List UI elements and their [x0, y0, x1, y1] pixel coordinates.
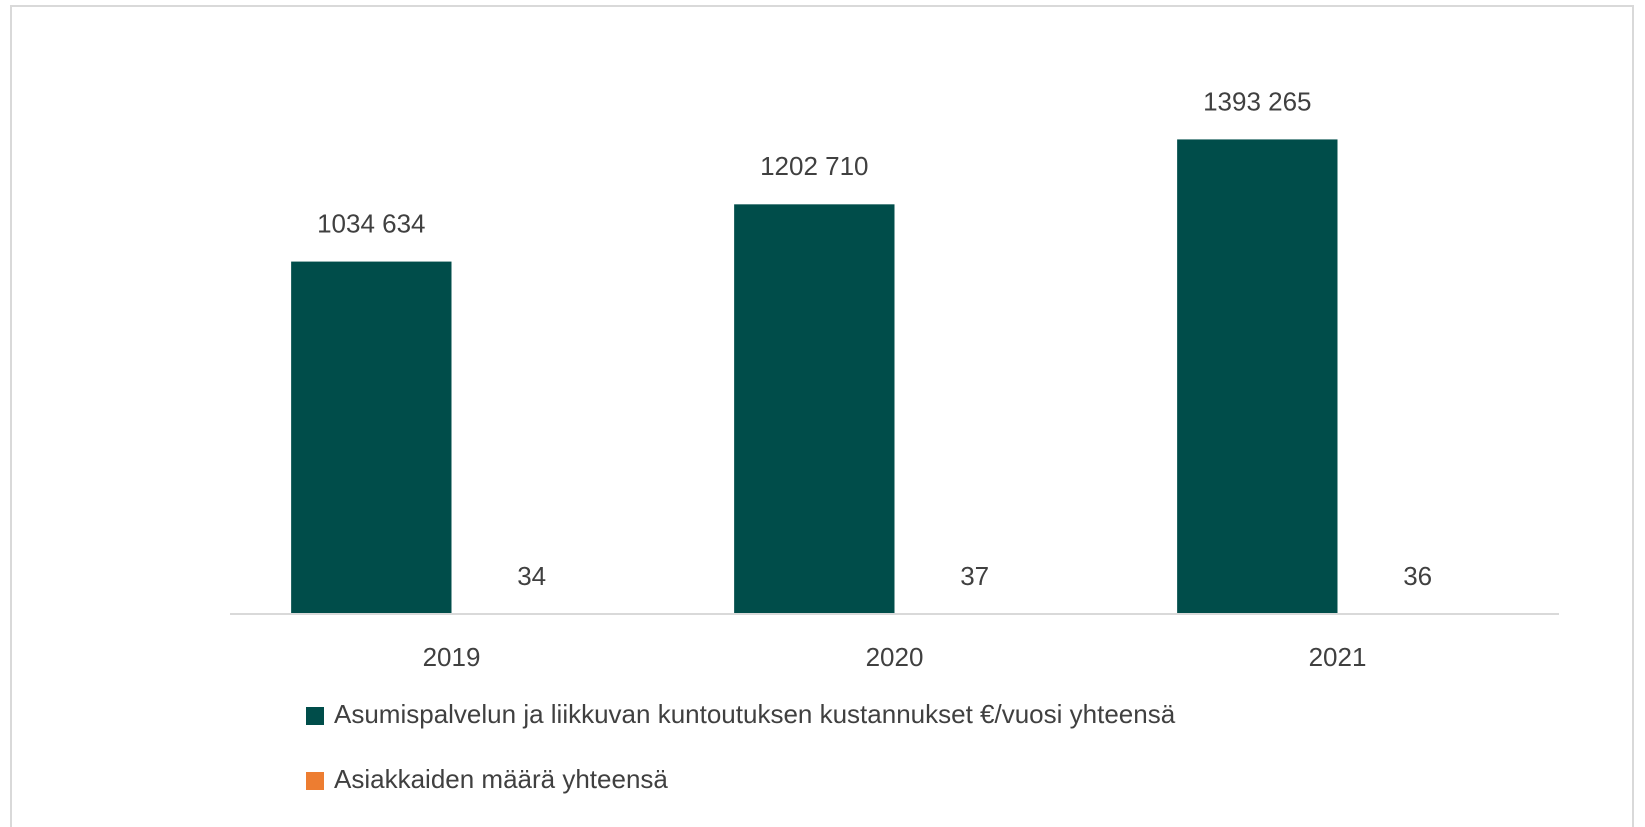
- bar: [1177, 139, 1338, 614]
- data-label: 1393 265: [1203, 86, 1311, 116]
- data-label: 37: [960, 561, 989, 591]
- data-label: 1034 634: [317, 208, 425, 238]
- legend-swatch: [306, 772, 324, 790]
- data-label: 36: [1403, 561, 1432, 591]
- legend-label: Asumispalvelun ja liikkuvan kuntoutuksen…: [334, 699, 1176, 729]
- chart-frame: [10, 5, 1634, 827]
- data-label: 1202 710: [760, 151, 868, 181]
- x-tick-label: 2020: [866, 642, 924, 672]
- bar: [291, 261, 452, 614]
- x-tick-label: 2021: [1309, 642, 1367, 672]
- legend-swatch: [306, 707, 324, 725]
- legend-label: Asiakkaiden määrä yhteensä: [334, 764, 668, 794]
- bar: [734, 204, 895, 614]
- x-tick-label: 2019: [423, 642, 481, 672]
- data-label: 34: [517, 561, 546, 591]
